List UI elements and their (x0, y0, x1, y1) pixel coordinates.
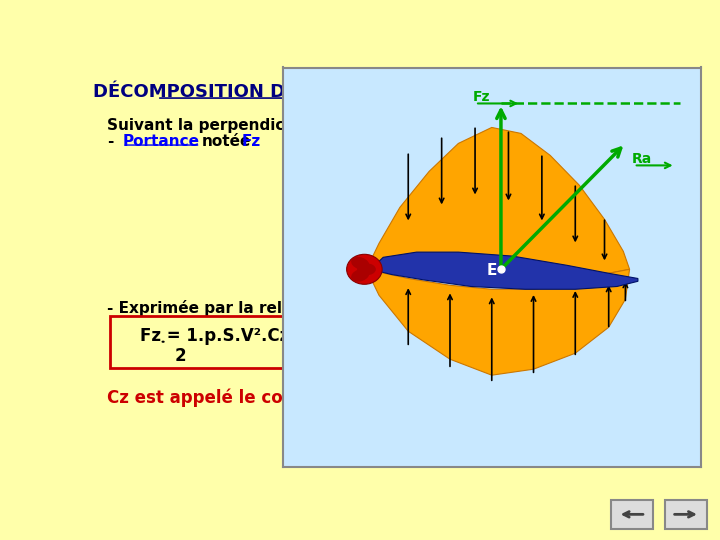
Text: Ra: Ra (631, 152, 652, 166)
Text: Fz = 1.p.S.V².Cz: Fz = 1.p.S.V².Cz (140, 327, 289, 345)
Text: DÉCOMPOSITION DE LA RÉSULTANTE AÉRODYNAMIQUE: DÉCOMPOSITION DE LA RÉSULTANTE AÉRODYNAM… (93, 82, 645, 102)
Bar (665, 500, 707, 529)
Text: Fz: Fz (473, 91, 490, 104)
Polygon shape (371, 252, 638, 289)
Ellipse shape (357, 264, 376, 275)
Text: Fz: Fz (242, 134, 261, 149)
Text: 2: 2 (174, 347, 186, 365)
FancyBboxPatch shape (109, 316, 300, 368)
Text: Portance: Portance (122, 134, 199, 149)
Text: Cz est appelé le coefficient de portance: Cz est appelé le coefficient de portance (107, 388, 479, 407)
Text: - Exprimée par la relation: - Exprimée par la relation (107, 300, 326, 316)
Bar (611, 500, 653, 529)
Text: -: - (107, 134, 113, 149)
Polygon shape (366, 269, 629, 375)
Ellipse shape (351, 269, 369, 282)
Ellipse shape (346, 254, 382, 284)
Text: Suivant la perpendiculaire au sens de déplacement des filets d’air :: Suivant la perpendiculaire au sens de dé… (107, 117, 688, 133)
Text: notée: notée (202, 134, 251, 149)
Polygon shape (366, 127, 629, 273)
Ellipse shape (351, 257, 369, 269)
Text: E: E (487, 263, 497, 278)
